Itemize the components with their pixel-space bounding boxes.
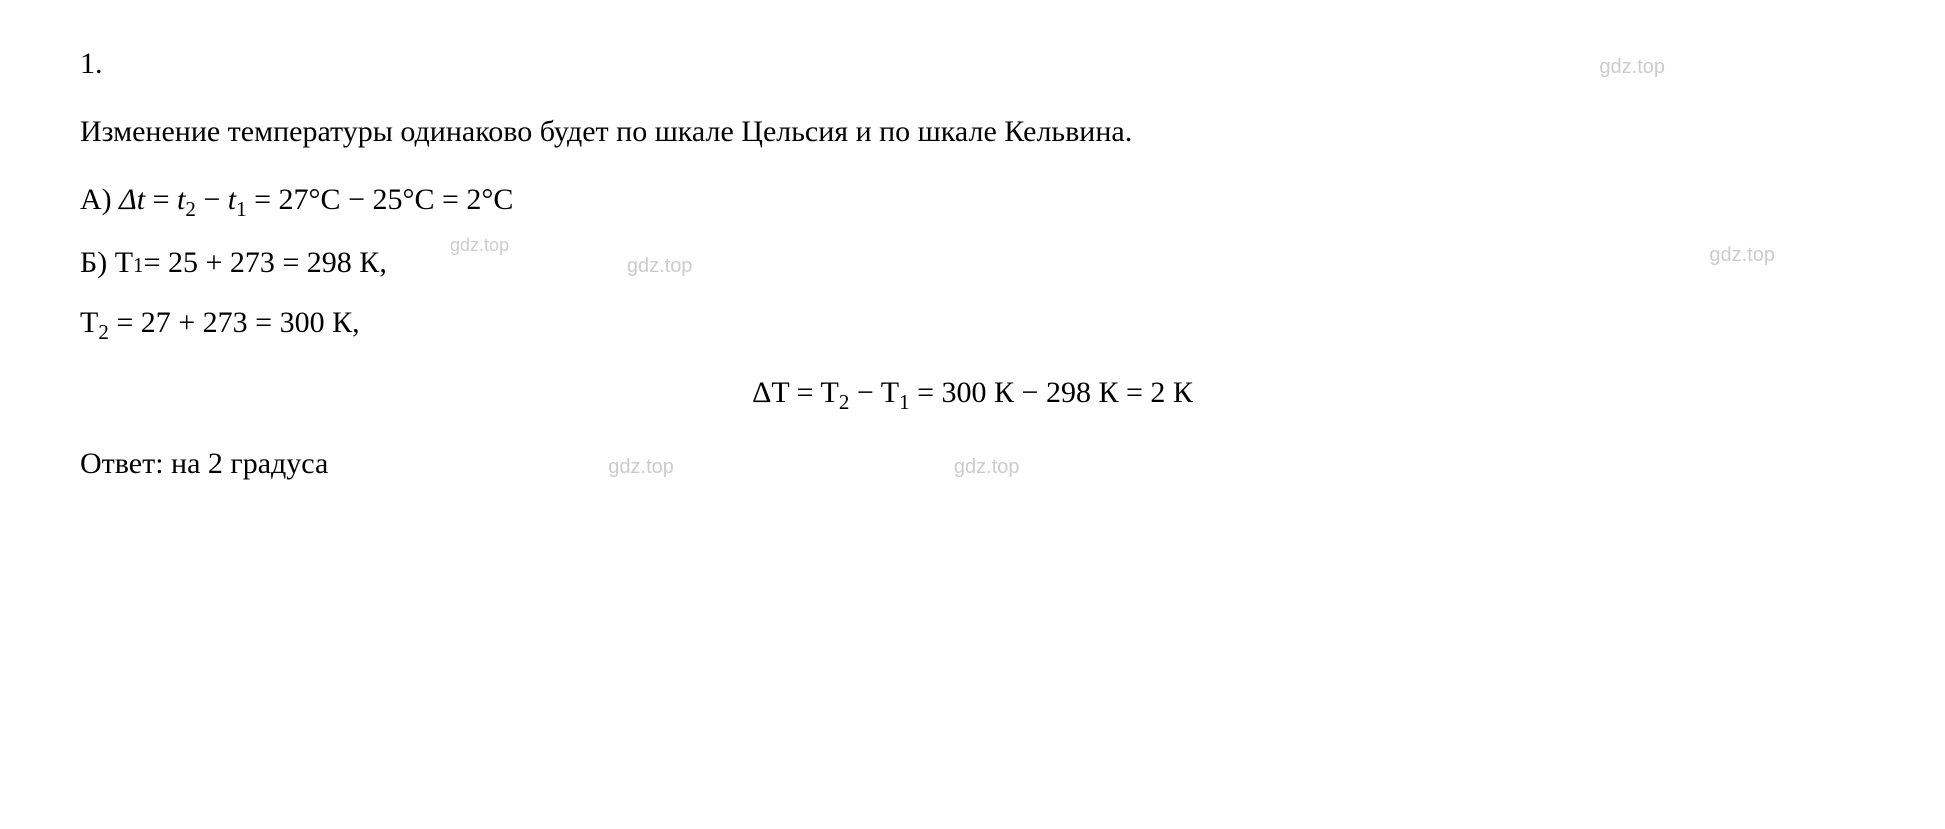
label-a: А) <box>80 183 119 216</box>
c-mid: − T <box>849 376 899 409</box>
watermark-top: gdz.top <box>1599 51 1665 83</box>
answer-row: Ответ: на 2 градуса gdz.top gdz.top <box>80 440 1865 488</box>
header-row: 1. gdz.top <box>80 40 1865 88</box>
sub1: 1 <box>236 197 247 221</box>
formula-a: А) Δt = t2 − t1 = 27°C − 25°C = 2°C <box>80 176 1865 227</box>
watermark-ans-2: gdz.top <box>954 451 1020 483</box>
b-sub1: 1 <box>133 249 144 283</box>
t-var: t <box>137 183 145 216</box>
c-sub1: 1 <box>899 390 910 414</box>
watermark-b-right: gdz.top <box>1709 239 1775 271</box>
t2-sub: 2 <box>98 320 109 344</box>
c-sub2: 2 <box>839 390 850 414</box>
centered-formula: ΔT = T2 − T1 = 300 К − 298 К = 2 К <box>80 369 1865 420</box>
problem-number: 1. <box>80 40 103 88</box>
t2-prefix: T <box>80 306 98 339</box>
delta: Δ <box>119 183 137 216</box>
minus: − <box>196 183 228 216</box>
rest-b: = 25 + 273 = 298 К, <box>144 239 387 287</box>
formula-b: gdz.top Б) T1 = 25 + 273 = 298 К, gdz.to… <box>80 239 1865 287</box>
c-prefix: ΔT = T <box>752 376 839 409</box>
t1-var: t <box>228 183 236 216</box>
watermark-273: gdz.top <box>450 231 509 260</box>
answer-text: Ответ: на 2 градуса <box>80 440 328 488</box>
t2-rest: = 27 + 273 = 300 К, <box>109 306 360 339</box>
sub2: 2 <box>185 197 196 221</box>
eq1: = <box>145 183 177 216</box>
intro-paragraph: Изменение температуры одинаково будет по… <box>80 108 1865 156</box>
c-rest: = 300 К − 298 К = 2 К <box>910 376 1193 409</box>
watermark-b-mid: gdz.top <box>627 250 693 282</box>
formula-t2: T2 = 27 + 273 = 300 К, <box>80 299 1865 350</box>
rest-a: = 27°C − 25°C = 2°C <box>247 183 514 216</box>
watermark-ans-1: gdz.top <box>608 451 674 483</box>
document-content: 1. gdz.top Изменение температуры одинако… <box>80 40 1865 488</box>
label-b: Б) T <box>80 239 133 287</box>
